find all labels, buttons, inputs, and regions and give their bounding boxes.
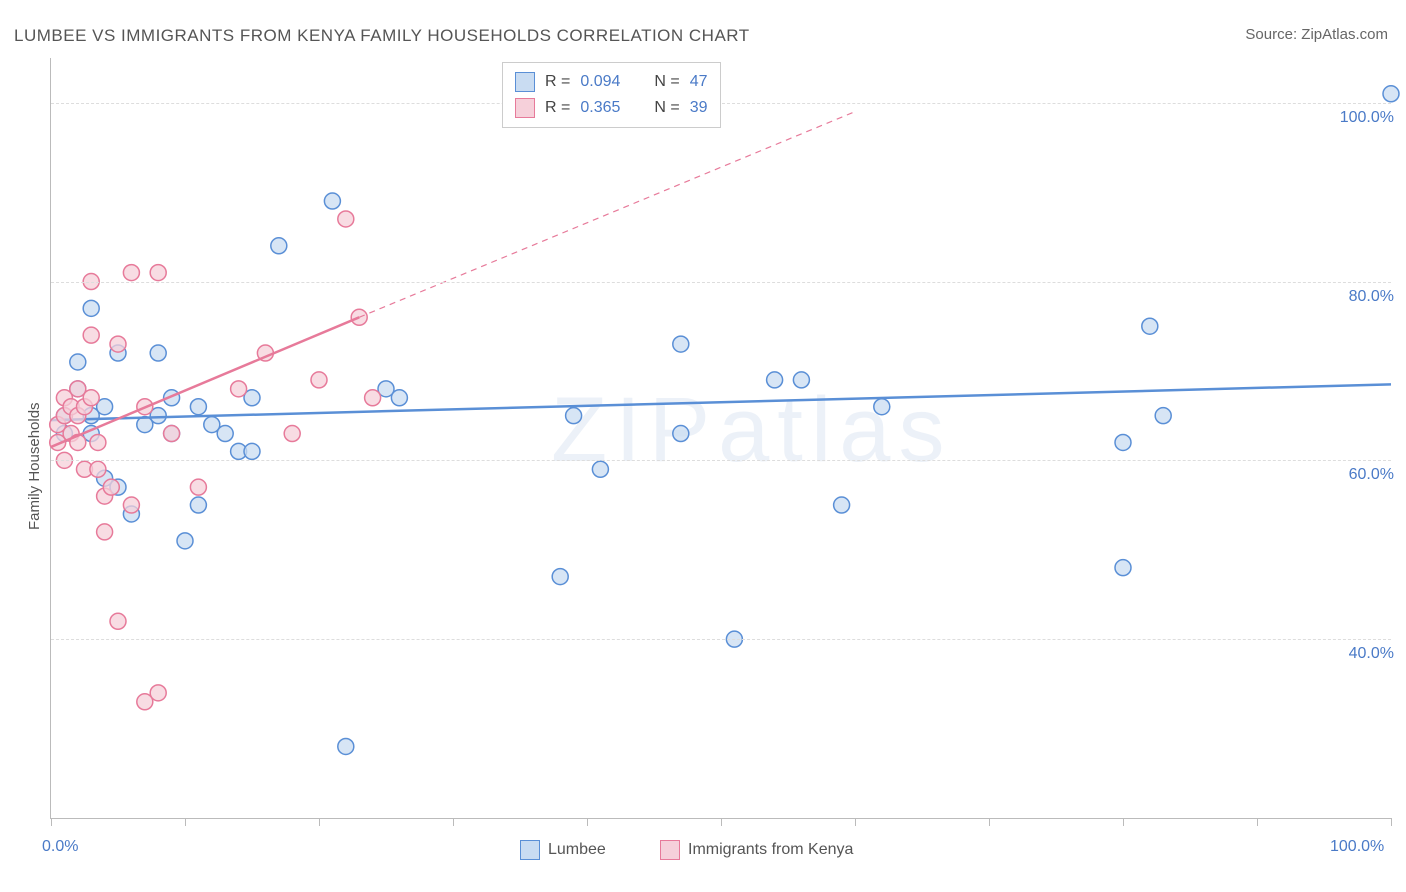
x-tick xyxy=(51,818,52,826)
scatter-point xyxy=(164,426,180,442)
legend-row-kenya: R = 0.365 N = 39 xyxy=(515,95,708,121)
scatter-point xyxy=(834,497,850,513)
scatter-point xyxy=(123,497,139,513)
scatter-point xyxy=(284,426,300,442)
scatter-point xyxy=(592,461,608,477)
x-tick xyxy=(855,818,856,826)
scatter-point xyxy=(338,211,354,227)
scatter-point xyxy=(110,613,126,629)
x-tick xyxy=(1257,818,1258,826)
scatter-point xyxy=(83,300,99,316)
r-label: R = xyxy=(545,69,570,95)
swatch-kenya-icon xyxy=(660,840,680,860)
scatter-point xyxy=(217,426,233,442)
scatter-point xyxy=(244,443,260,459)
scatter-point xyxy=(324,193,340,209)
trend-line-extrapolated xyxy=(359,112,855,318)
scatter-point xyxy=(190,497,206,513)
scatter-point xyxy=(271,238,287,254)
r-value-kenya: 0.365 xyxy=(580,95,620,121)
scatter-point xyxy=(150,265,166,281)
scatter-point xyxy=(150,345,166,361)
y-axis-label: Family Households xyxy=(26,402,43,530)
scatter-point xyxy=(1115,434,1131,450)
scatter-point xyxy=(231,381,247,397)
x-tick xyxy=(1391,818,1392,826)
chart-container: LUMBEE VS IMMIGRANTS FROM KENYA FAMILY H… xyxy=(0,0,1406,892)
scatter-point xyxy=(83,390,99,406)
scatter-point xyxy=(110,336,126,352)
y-tick-label: 100.0% xyxy=(1340,109,1394,127)
scatter-point xyxy=(90,461,106,477)
gridline-h xyxy=(51,282,1391,283)
scatter-point xyxy=(123,265,139,281)
series-legend-kenya: Immigrants from Kenya xyxy=(660,840,853,860)
scatter-point xyxy=(673,426,689,442)
scatter-point xyxy=(1383,86,1399,102)
x-tick xyxy=(587,818,588,826)
scatter-point xyxy=(1142,318,1158,334)
scatter-point xyxy=(365,390,381,406)
scatter-point xyxy=(338,738,354,754)
scatter-point xyxy=(103,479,119,495)
gridline-h xyxy=(51,103,1391,104)
scatter-point xyxy=(311,372,327,388)
scatter-point xyxy=(190,399,206,415)
scatter-point xyxy=(566,408,582,424)
gridline-h xyxy=(51,460,1391,461)
x-tick xyxy=(721,818,722,826)
scatter-point xyxy=(673,336,689,352)
y-tick-label: 60.0% xyxy=(1349,466,1394,484)
series-label-lumbee: Lumbee xyxy=(548,841,606,859)
n-label: N = xyxy=(654,69,679,95)
n-value-kenya: 39 xyxy=(690,95,708,121)
x-tick-0: 0.0% xyxy=(42,838,78,856)
scatter-point xyxy=(90,434,106,450)
n-value-lumbee: 47 xyxy=(690,69,708,95)
y-tick-label: 80.0% xyxy=(1349,288,1394,306)
scatter-point xyxy=(97,524,113,540)
scatter-svg xyxy=(51,58,1391,818)
chart-title: LUMBEE VS IMMIGRANTS FROM KENYA FAMILY H… xyxy=(14,26,750,46)
swatch-lumbee-icon xyxy=(520,840,540,860)
source-prefix: Source: xyxy=(1245,26,1301,43)
scatter-point xyxy=(391,390,407,406)
gridline-h xyxy=(51,639,1391,640)
correlation-legend: R = 0.094 N = 47 R = 0.365 N = 39 xyxy=(502,62,721,128)
source-name: ZipAtlas.com xyxy=(1301,26,1388,43)
series-legend-lumbee: Lumbee xyxy=(520,840,606,860)
source-attribution: Source: ZipAtlas.com xyxy=(1245,26,1388,43)
x-tick xyxy=(319,818,320,826)
scatter-point xyxy=(552,569,568,585)
scatter-point xyxy=(190,479,206,495)
scatter-point xyxy=(1155,408,1171,424)
scatter-point xyxy=(767,372,783,388)
scatter-point xyxy=(70,354,86,370)
series-label-kenya: Immigrants from Kenya xyxy=(688,841,853,859)
y-tick-label: 40.0% xyxy=(1349,645,1394,663)
r-label: R = xyxy=(545,95,570,121)
x-tick xyxy=(1123,818,1124,826)
swatch-kenya xyxy=(515,98,535,118)
n-label: N = xyxy=(654,95,679,121)
x-tick xyxy=(453,818,454,826)
scatter-point xyxy=(177,533,193,549)
swatch-lumbee xyxy=(515,72,535,92)
scatter-point xyxy=(83,327,99,343)
legend-row-lumbee: R = 0.094 N = 47 xyxy=(515,69,708,95)
r-value-lumbee: 0.094 xyxy=(580,69,620,95)
scatter-point xyxy=(1115,560,1131,576)
x-tick-100: 100.0% xyxy=(1330,838,1384,856)
x-tick xyxy=(989,818,990,826)
scatter-point xyxy=(150,685,166,701)
scatter-point xyxy=(793,372,809,388)
plot-area: ZIPatlas xyxy=(50,58,1391,819)
x-tick xyxy=(185,818,186,826)
scatter-point xyxy=(874,399,890,415)
